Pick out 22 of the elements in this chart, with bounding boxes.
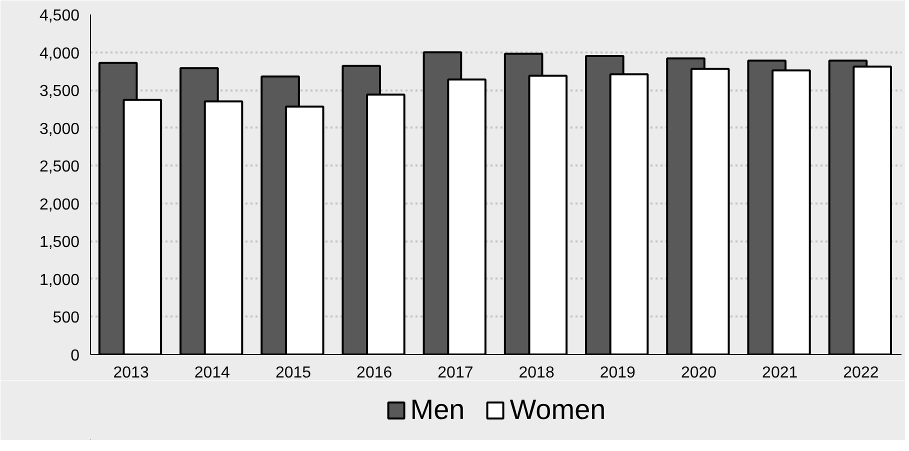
x-tick-label: 2018 bbox=[518, 364, 554, 382]
y-tick-label: 3,500 bbox=[39, 83, 80, 100]
legend-label: Men bbox=[410, 394, 465, 426]
x-tick-label: 2021 bbox=[762, 364, 798, 382]
y-tick-label: 4,500 bbox=[39, 8, 80, 24]
x-tick-label: 2022 bbox=[843, 364, 879, 382]
y-tick-label: 1,000 bbox=[39, 272, 80, 289]
y-tick-label: 3,000 bbox=[39, 120, 80, 138]
y-tick-label: 4,000 bbox=[39, 45, 80, 62]
x-tick-label: 2017 bbox=[438, 364, 474, 382]
x-tick-label: 2020 bbox=[680, 364, 717, 382]
x-tick-label: 2014 bbox=[194, 364, 230, 382]
y-tick-label: 1,500 bbox=[39, 234, 80, 252]
legend-label: Women bbox=[510, 394, 606, 426]
x-tick-label: 2016 bbox=[356, 364, 392, 382]
y-tick-label: 0 bbox=[70, 348, 80, 364]
x-tick-label: 2015 bbox=[275, 364, 312, 382]
x-tick-label: 2013 bbox=[113, 364, 149, 382]
x-tick-label: 2019 bbox=[600, 364, 636, 382]
y-tick-label: 2,000 bbox=[39, 196, 80, 214]
y-tick-label: 2,500 bbox=[39, 158, 80, 176]
y-tick-label: 500 bbox=[52, 310, 80, 327]
